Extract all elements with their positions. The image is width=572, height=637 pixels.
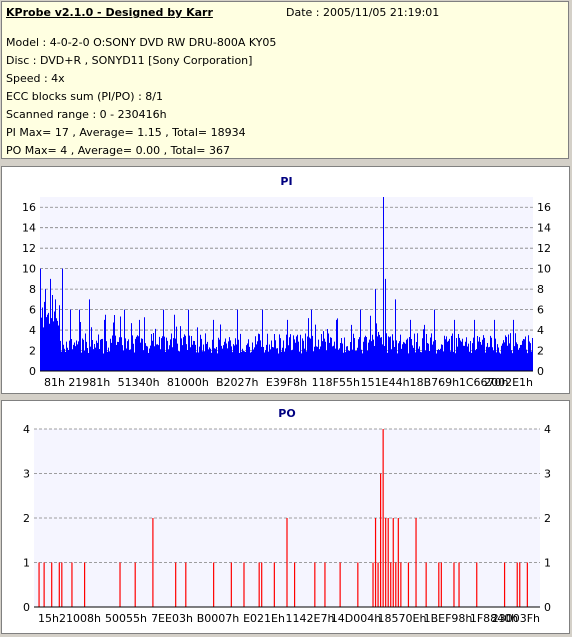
pi-ytick-right: 2 bbox=[537, 345, 544, 358]
info-speed: Speed : 4x bbox=[6, 72, 65, 85]
po-xtick: 1F8840h bbox=[470, 612, 518, 625]
po-ytick-right: 1 bbox=[544, 557, 551, 570]
po-xtick: 23003Fh bbox=[492, 612, 540, 625]
po-chart-panel: PO 0 0 1 1 2 2 3 3 4 4 15h 21008h 50055h 7EE03h B0007h E… bbox=[1, 400, 570, 634]
pi-xtick: 18B769h bbox=[410, 376, 460, 389]
pi-xtick: 21981h bbox=[68, 376, 110, 389]
po-xtick: 1142E7h bbox=[286, 612, 335, 625]
po-ytick-left: 0 bbox=[23, 601, 30, 614]
po-xtick: 50055h bbox=[105, 612, 147, 625]
po-xtick: 14D004h bbox=[331, 612, 381, 625]
po-xtick: 7EE03h bbox=[151, 612, 193, 625]
pi-ytick-right: 16 bbox=[537, 201, 551, 214]
po-ytick-left: 4 bbox=[23, 423, 30, 436]
pi-ytick-right: 14 bbox=[537, 222, 551, 235]
pi-ytick-left: 14 bbox=[22, 222, 36, 235]
pi-chart: PI 0 0 2 2 4 4 6 6 8 8 10 10 12 12 14 14 16 16 81h 21981h 513… bbox=[22, 175, 551, 389]
pi-ytick-left: 8 bbox=[29, 283, 36, 296]
po-xtick: B0007h bbox=[197, 612, 240, 625]
pi-xtick: 2002E1h bbox=[484, 376, 533, 389]
pi-ytick-right: 4 bbox=[537, 324, 544, 337]
po-ytick-right: 0 bbox=[544, 601, 551, 614]
info-ecc: ECC blocks sum (PI/PO) : 8/1 bbox=[6, 90, 163, 103]
pi-ytick-left: 4 bbox=[29, 324, 36, 337]
info-range: Scanned range : 0 - 230416h bbox=[6, 108, 167, 121]
po-chart: PO 0 0 1 1 2 2 3 3 4 4 15h 21008h 50055h 7EE03h B0007h E… bbox=[23, 407, 551, 625]
pi-ytick-left: 2 bbox=[29, 345, 36, 358]
po-xtick: 21008h bbox=[59, 612, 101, 625]
pi-ytick-left: 16 bbox=[22, 201, 36, 214]
info-po: PO Max= 4 , Average= 0.00 , Total= 367 bbox=[6, 144, 230, 157]
info-pi: PI Max= 17 , Average= 1.15 , Total= 1893… bbox=[6, 126, 246, 139]
info-model: Model : 4-0-2-0 O:SONY DVD RW DRU-800A K… bbox=[6, 36, 277, 49]
app-title: KProbe v2.1.0 - Designed by Karr bbox=[6, 6, 213, 19]
pi-ytick-left: 6 bbox=[29, 304, 36, 317]
pi-title: PI bbox=[280, 175, 292, 188]
pi-ytick-left: 10 bbox=[22, 263, 36, 276]
pi-ytick-right: 10 bbox=[537, 263, 551, 276]
po-xtick: 15h bbox=[38, 612, 59, 625]
po-ytick-right: 3 bbox=[544, 468, 551, 481]
pi-ytick-left: 12 bbox=[22, 242, 36, 255]
scan-date: Date : 2005/11/05 21:19:01 bbox=[286, 6, 440, 19]
pi-ytick-left: 0 bbox=[29, 365, 36, 378]
info-box: KProbe v2.1.0 - Designed by Karr Date : … bbox=[1, 1, 569, 159]
pi-ytick-right: 8 bbox=[537, 283, 544, 296]
po-ytick-right: 2 bbox=[544, 512, 551, 525]
po-ytick-right: 4 bbox=[544, 423, 551, 436]
pi-xtick: 51340h bbox=[118, 376, 160, 389]
pi-chart-panel: PI 0 0 2 2 4 4 6 6 8 8 10 10 12 12 14 14 16 16 81h 21981h 513… bbox=[1, 166, 570, 394]
po-xtick: 18570Eh bbox=[378, 612, 427, 625]
pi-ytick-right: 0 bbox=[537, 365, 544, 378]
po-ytick-left: 3 bbox=[23, 468, 30, 481]
info-disc: Disc : DVD+R , SONYD11 [Sony Corporation… bbox=[6, 54, 253, 67]
pi-xtick: 81h bbox=[44, 376, 65, 389]
po-ytick-left: 1 bbox=[23, 557, 30, 570]
pi-xtick: 81000h bbox=[167, 376, 209, 389]
pi-xtick: E39F8h bbox=[266, 376, 307, 389]
po-xtick: 1BEF98h bbox=[424, 612, 473, 625]
pi-xtick: B2027h bbox=[216, 376, 259, 389]
pi-ytick-right: 6 bbox=[537, 304, 544, 317]
pi-ytick-right: 12 bbox=[537, 242, 551, 255]
po-xtick: E021Eh bbox=[243, 612, 285, 625]
po-title: PO bbox=[278, 407, 295, 420]
po-ytick-left: 2 bbox=[23, 512, 30, 525]
pi-xtick: 118F55h bbox=[312, 376, 360, 389]
pi-xtick: 151E44h bbox=[361, 376, 410, 389]
pi-xtick: 1C6670h bbox=[459, 376, 509, 389]
